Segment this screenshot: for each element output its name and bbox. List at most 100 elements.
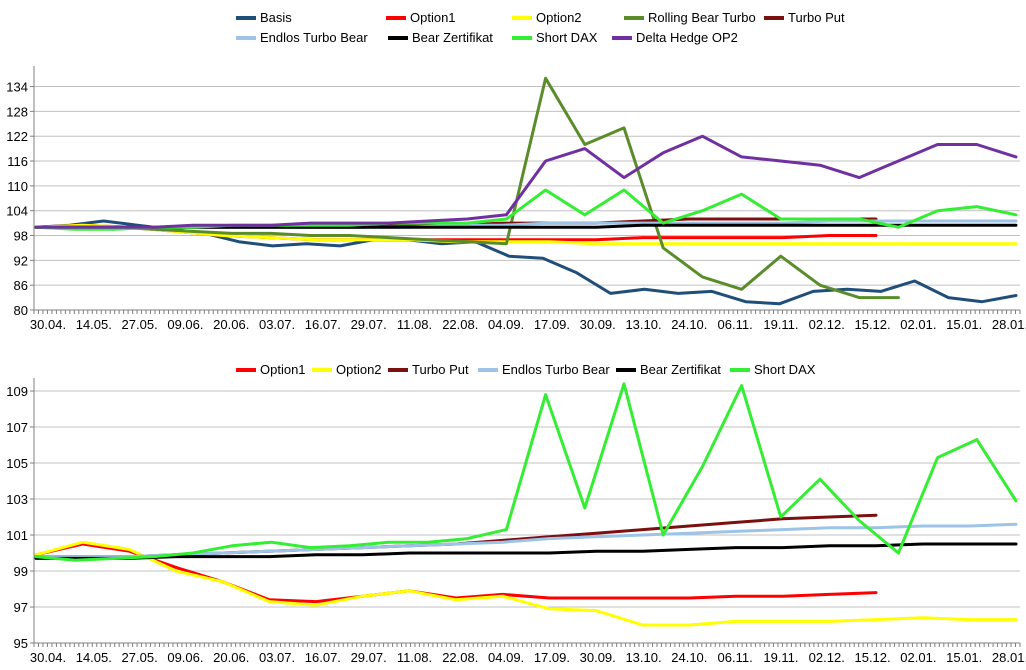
legend-item: Option2 — [312, 362, 382, 377]
y-tick-label: 122 — [6, 129, 28, 144]
x-tick-label: 30.09. — [580, 317, 616, 332]
x-tick-label: 02.12. — [809, 317, 845, 332]
legend-label: Short DAX — [754, 362, 816, 377]
x-tick-label: 15.12. — [854, 650, 890, 665]
x-tick-label: 29.07. — [351, 317, 387, 332]
legend-item: Short DAX — [730, 362, 815, 377]
x-tick-label: 29.07. — [351, 650, 387, 665]
legend-swatch — [616, 367, 636, 372]
x-tick-label: 15.01. — [946, 317, 982, 332]
x-tick-label: 28.01. — [992, 317, 1026, 332]
y-tick-label: 109 — [6, 384, 28, 399]
x-tick-label: 11.08. — [397, 317, 432, 332]
y-tick-label: 110 — [7, 179, 28, 194]
chart-bottom-plot: 95 97 99 101 103 105 107 109 30.04. 14.05. 27.05. 0… — [6, 378, 1026, 665]
legend-label: Delta Hedge OP2 — [636, 30, 738, 45]
series-line-option2 — [34, 223, 1018, 246]
legend-label: Bear Zertifikat — [412, 30, 493, 45]
y-tick-label: 104 — [6, 204, 28, 219]
legend-swatch — [236, 15, 256, 20]
x-tick-label: 27.05. — [122, 317, 158, 332]
series-line-turbo-put — [34, 513, 878, 559]
x-tick-label: 13.10. — [625, 650, 661, 665]
legend-label: Short DAX — [536, 30, 598, 45]
x-tick-label: 03.07. — [259, 317, 295, 332]
series-line-rolling-bear-turbo — [34, 76, 900, 300]
y-tick-label: 86 — [14, 278, 28, 293]
legend-item: Turbo Put — [764, 10, 845, 25]
legend-swatch — [236, 35, 256, 40]
legend-item: Bear Zertifikat — [388, 30, 493, 45]
legend-swatch — [612, 35, 632, 40]
legend-label: Turbo Put — [788, 10, 845, 25]
x-tick-label: 06.11. — [718, 317, 753, 332]
legend-label: Endlos Turbo Bear — [260, 30, 368, 45]
x-tick-label: 16.07. — [305, 650, 341, 665]
legend-item: Option2 — [512, 10, 582, 25]
legend-label: Turbo Put — [412, 362, 469, 377]
x-tick-label: 15.01. — [946, 650, 982, 665]
legend-label: Option2 — [536, 10, 582, 25]
x-tick-label: 24.10. — [671, 317, 707, 332]
legend-swatch — [478, 367, 498, 372]
y-tick-label: 95 — [14, 636, 28, 651]
legend-label: Option1 — [260, 362, 306, 377]
legend-label: Endlos Turbo Bear — [502, 362, 610, 377]
y-tick-label: 80 — [14, 303, 28, 318]
legend-label: Option2 — [336, 362, 382, 377]
x-tick-label: 22.08. — [442, 317, 478, 332]
x-tick-label: 02.12. — [809, 650, 845, 665]
series-line-bear-zertifikat — [34, 542, 1018, 560]
x-tick-label: 11.08. — [397, 650, 432, 665]
x-tick-label: 28.01. — [992, 650, 1026, 665]
legend-item: Rolling Bear Turbo — [624, 10, 756, 25]
y-tick-label: 107 — [6, 420, 28, 435]
legend-item: Turbo Put — [388, 362, 469, 377]
legend-swatch — [388, 367, 408, 372]
x-tick-label: 17.09. — [534, 317, 570, 332]
x-tick-label: 02.01. — [900, 650, 936, 665]
legend-label: Option1 — [410, 10, 456, 25]
x-tick-label: 30.09. — [580, 650, 616, 665]
legend-swatch — [512, 35, 532, 40]
x-tick-label: 27.05. — [122, 650, 158, 665]
legend-label: Rolling Bear Turbo — [648, 10, 756, 25]
x-tick-label: 04.09. — [488, 650, 524, 665]
x-tick-label: 09.06. — [167, 650, 203, 665]
legend-item: Option1 — [386, 10, 456, 25]
legend-item: Endlos Turbo Bear — [236, 30, 368, 45]
x-tick-label: 06.11. — [718, 650, 753, 665]
chart-top: Basis Option1 Option2 Rolling Bear Turbo Tur… — [0, 6, 1026, 332]
legend-bottom: Option1 Option2 Turbo Put Endlos Turbo Bear… — [0, 360, 1026, 400]
series-line-option1 — [34, 542, 878, 604]
legend-swatch — [764, 15, 784, 20]
legend-label: Basis — [260, 10, 292, 25]
y-tick-label: 105 — [6, 456, 28, 471]
x-tick-label: 09.06. — [167, 317, 203, 332]
legend-swatch — [730, 367, 750, 372]
x-tick-label: 13.10. — [625, 317, 661, 332]
x-tick-label: 14.05. — [76, 650, 112, 665]
legend-swatch — [512, 15, 532, 20]
x-tick-label: 19.11. — [763, 650, 798, 665]
y-tick-label: 92 — [14, 253, 28, 268]
chart-top-plot: 80 86 92 98 104 110 116 122 128 134 30.04. 14.05. 27… — [6, 66, 1026, 332]
series-line-short-dax — [34, 188, 1018, 231]
y-tick-label: 128 — [6, 104, 28, 119]
legend-item: Endlos Turbo Bear — [478, 362, 610, 377]
legend-swatch — [624, 15, 644, 20]
legend-swatch — [386, 15, 406, 20]
legend-label: Bear Zertifikat — [640, 362, 721, 377]
x-tick-label: 17.09. — [534, 650, 570, 665]
x-tick-label: 22.08. — [442, 650, 478, 665]
x-tick-label: 30.04. — [30, 317, 66, 332]
x-tick-label: 15.12. — [854, 317, 890, 332]
y-tick-label: 98 — [14, 229, 28, 244]
y-tick-label: 97 — [14, 600, 28, 615]
legend-item: Short DAX — [512, 30, 597, 45]
series-line-delta-hedge-op2 — [34, 134, 1018, 229]
x-tick-label: 02.01. — [900, 317, 936, 332]
x-tick-label: 14.05. — [76, 317, 112, 332]
x-tick-label: 04.09. — [488, 317, 524, 332]
legend-top: Basis Option1 Option2 Rolling Bear Turbo Tur… — [0, 6, 1026, 46]
